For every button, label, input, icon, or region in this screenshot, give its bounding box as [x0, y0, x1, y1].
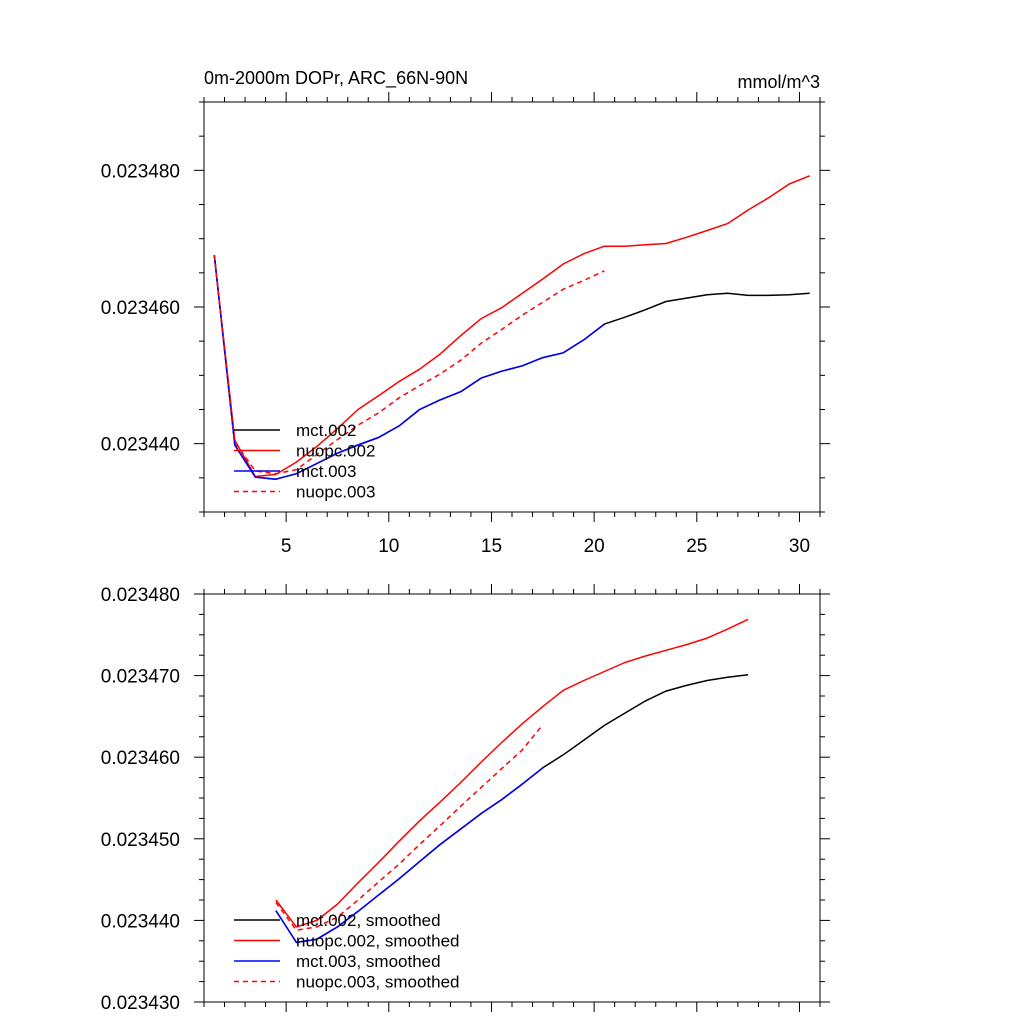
y-tick-label: 0.023460: [101, 298, 180, 319]
x-tick-label: 15: [481, 536, 502, 557]
chart-title: 0m-2000m DOPr, ARC_66N-90N: [204, 68, 468, 89]
series-line-4: [275, 724, 544, 931]
series-line-2: [275, 618, 749, 928]
legend-label: nuopc.002: [296, 442, 375, 461]
x-tick-label: 20: [584, 536, 605, 557]
top-panel: 5 10 15 20 25 30 0.023440 0.023460 0.023480 0m-20…: [101, 68, 830, 557]
y-tick-label: 0.023440: [101, 435, 180, 456]
x-tick-label: 10: [378, 536, 399, 557]
units-label: mmol/m^3: [738, 72, 820, 92]
legend-label: mct.003, smoothed: [296, 952, 441, 971]
bottom-panel: 0.023430 0.023440 0.023450 0.023460 0.023470…: [101, 584, 830, 1014]
legend-label: nuopc.002, smoothed: [296, 932, 460, 951]
y-tick-label: 0.023450: [101, 830, 180, 851]
x-tick-label: 30: [789, 536, 810, 557]
series-line-3: [275, 767, 544, 944]
series-line-1: [275, 674, 749, 944]
y-tick-label: 0.023440: [101, 911, 180, 932]
legend-label: mct.002, smoothed: [296, 911, 441, 930]
x-tick-label: 25: [686, 536, 707, 557]
y-tick-label: 0.023470: [101, 667, 180, 688]
legend-label: nuopc.003: [296, 483, 375, 502]
legend-label: mct.003: [296, 462, 356, 481]
x-tick-label: 5: [281, 536, 292, 557]
series-line-4: [213, 255, 605, 475]
legend-label: mct.002: [296, 421, 356, 440]
y-tick-label: 0.023480: [101, 585, 180, 606]
y-tick-label: 0.023480: [101, 161, 180, 182]
legend-label: nuopc.003, smoothed: [296, 973, 460, 992]
y-tick-label: 0.023430: [101, 993, 180, 1014]
y-tick-label: 0.023460: [101, 748, 180, 769]
series-line-2: [213, 175, 810, 478]
series-line-3: [213, 255, 605, 480]
